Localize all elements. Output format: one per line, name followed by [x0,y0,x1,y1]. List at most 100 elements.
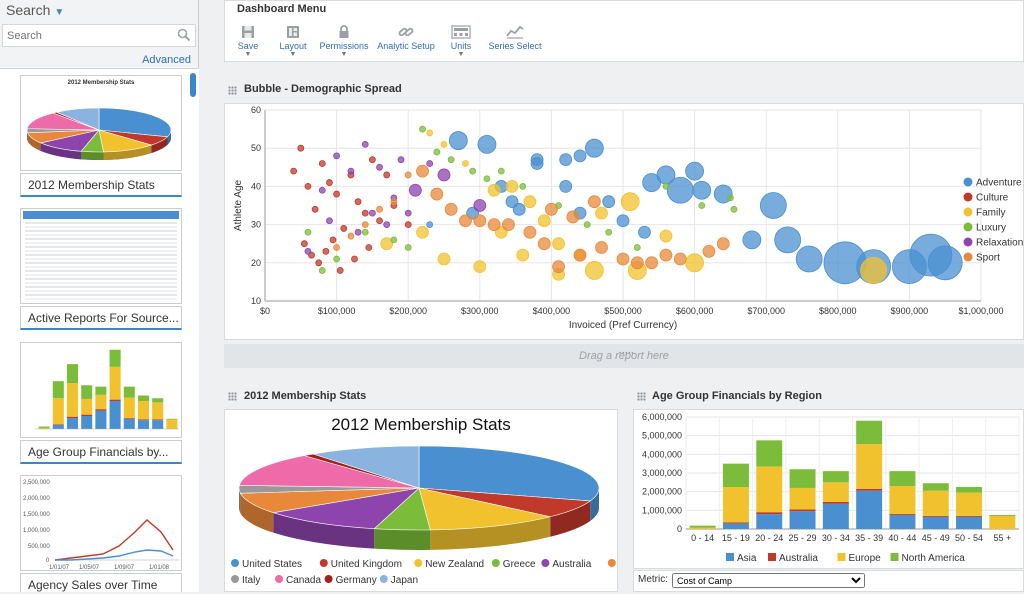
bubble-point [416,164,429,178]
y-tick-label: 40 [251,181,261,191]
legend-label: Luxury [976,223,1006,234]
resize-handle-icon[interactable]: ••••• [619,351,635,357]
series-select-button[interactable]: Series Select [487,23,543,59]
bubble-point [361,140,369,148]
drop-zone-hint: Drag a report here [579,350,669,362]
bubble-point [326,217,333,225]
dashboard-area: Dashboard Menu Save ▼ Layout ▼ Permissio… [224,0,1024,592]
bubble-point [559,153,573,167]
thumb-bar-segment [52,424,64,429]
report-drop-zone[interactable]: ••••• Drag a report here [224,344,1024,368]
thumb-bar-segment [166,418,178,420]
bubble-point [860,257,887,284]
thumb-tick: 0 [46,558,50,564]
bar-segment [922,483,949,491]
report-thumbnail[interactable]: Age Group Financials by... [20,342,182,466]
thumb-tick: 1/01/07 [49,565,70,570]
search-header[interactable]: Search ▼ [0,0,198,19]
legend-label: Germany [336,575,377,586]
legend-swatch [541,559,550,567]
bar-segment [922,515,949,517]
bubble-point [326,179,333,186]
layout-button-label: Layout [279,41,307,51]
thumb-tick: 1,000,000 [23,528,50,534]
drag-handle-icon[interactable] [228,86,237,95]
bar-segment [889,471,916,487]
thumb-bar-segment [95,410,107,429]
pie-chart[interactable]: 2012 Membership Stats United States United… [225,410,650,591]
bubble-point [376,163,383,171]
thumb-bar-segment [66,383,79,417]
pie-slice [313,445,420,489]
pie-slice-side [273,512,375,549]
search-header-label: Search [6,2,51,18]
report-thumbnail[interactable]: Active Reports For Source... [20,208,182,332]
legend-swatch [963,252,973,262]
bubble-point [516,248,530,262]
metric-select[interactable]: Cost of Camp [672,573,865,588]
pie-thumbnail-chart [26,107,172,160]
x-tick-label: 50 - 54 [955,533,983,543]
series-select-button-label: Series Select [488,41,542,51]
y-tick-label: 5,000,000 [642,431,682,441]
bubble-point [365,244,373,251]
bubble-chart[interactable]: $0 $100,000 $200,000 $300,000 $400,000 $500,0… [225,104,1023,339]
drag-handle-icon[interactable] [228,392,237,401]
bubble-point [318,186,326,194]
y-tick-label: 1,000,000 [642,505,682,515]
drag-handle-icon[interactable] [637,392,646,401]
layout-button[interactable]: Layout ▼ [275,23,311,59]
thumb-bar-segment [152,398,164,403]
scrollbar-thumb[interactable] [190,73,196,97]
bubble-point [433,148,441,156]
bar-segment [789,509,816,512]
report-thumbnail[interactable]: 2,500,000 2,000,000 1,500,000 1,000,000 … [20,475,182,592]
bubble-point [322,247,330,255]
legend-swatch [963,192,973,202]
bubble-point [354,198,362,206]
stacked-bar-chart[interactable]: 0 1,000,000 2,000,000 3,000,000 4,000,000 5,0… [634,410,1023,568]
thumbnail-image [20,342,182,438]
bubble-point [530,157,544,170]
bubble-point [774,226,802,254]
thumbnail-title: Age Group Financials by... [20,440,182,464]
bubble-point [351,255,358,263]
report-thumbnail[interactable]: 2012 Membership Stats 2012 Membership St… [20,75,182,199]
bar-segment [856,444,883,489]
bubble-point [742,230,762,250]
bubble-point [408,183,422,197]
pie-slice-side [590,488,599,521]
dashboard-menu-title: Dashboard Menu [237,3,327,15]
line-thumbnail-chart: 2,500,000 2,000,000 1,500,000 1,000,000 … [23,480,179,570]
search-icon[interactable] [177,28,191,45]
thumbnail-image [20,208,182,304]
thumb-bar-segment [137,419,150,421]
bar-chart-panel: 0 1,000,000 2,000,000 3,000,000 4,000,000 5,0… [633,409,1024,569]
x-tick-label: 0 - 14 [691,533,714,543]
bubble-point [361,221,369,228]
advanced-search-link[interactable]: Advanced [142,54,191,66]
analytic-setup-button[interactable]: Analytic Setup [376,23,436,59]
report-thumbnail-list: 2012 Membership Stats 2012 Membership St… [0,68,199,592]
bubble-point [437,168,451,182]
thumb-bar-segment [152,420,164,429]
thumb-pie-slice-side [151,136,168,154]
units-button[interactable]: Units ▼ [447,23,475,59]
dropdown-arrow-icon: ▼ [289,51,297,58]
bubble-point [502,218,515,231]
y-tick-label: 10 [251,296,261,306]
thumb-tick: 1/01/08 [149,565,170,570]
save-button[interactable]: Save ▼ [235,23,261,59]
pie-slice-side [240,493,274,533]
chevron-down-icon[interactable]: ▼ [54,7,65,18]
bar-segment [856,490,883,529]
bubble-point [448,131,468,150]
legend-swatch [275,575,283,583]
permissions-button[interactable]: Permissions ▼ [319,23,369,59]
bubble-point [404,244,412,251]
thumb-pie-slice-side [103,145,152,160]
y-tick-label: 0 [677,524,682,534]
search-input[interactable] [3,25,163,46]
bubble-point [583,221,591,228]
bubble-point [311,205,319,213]
